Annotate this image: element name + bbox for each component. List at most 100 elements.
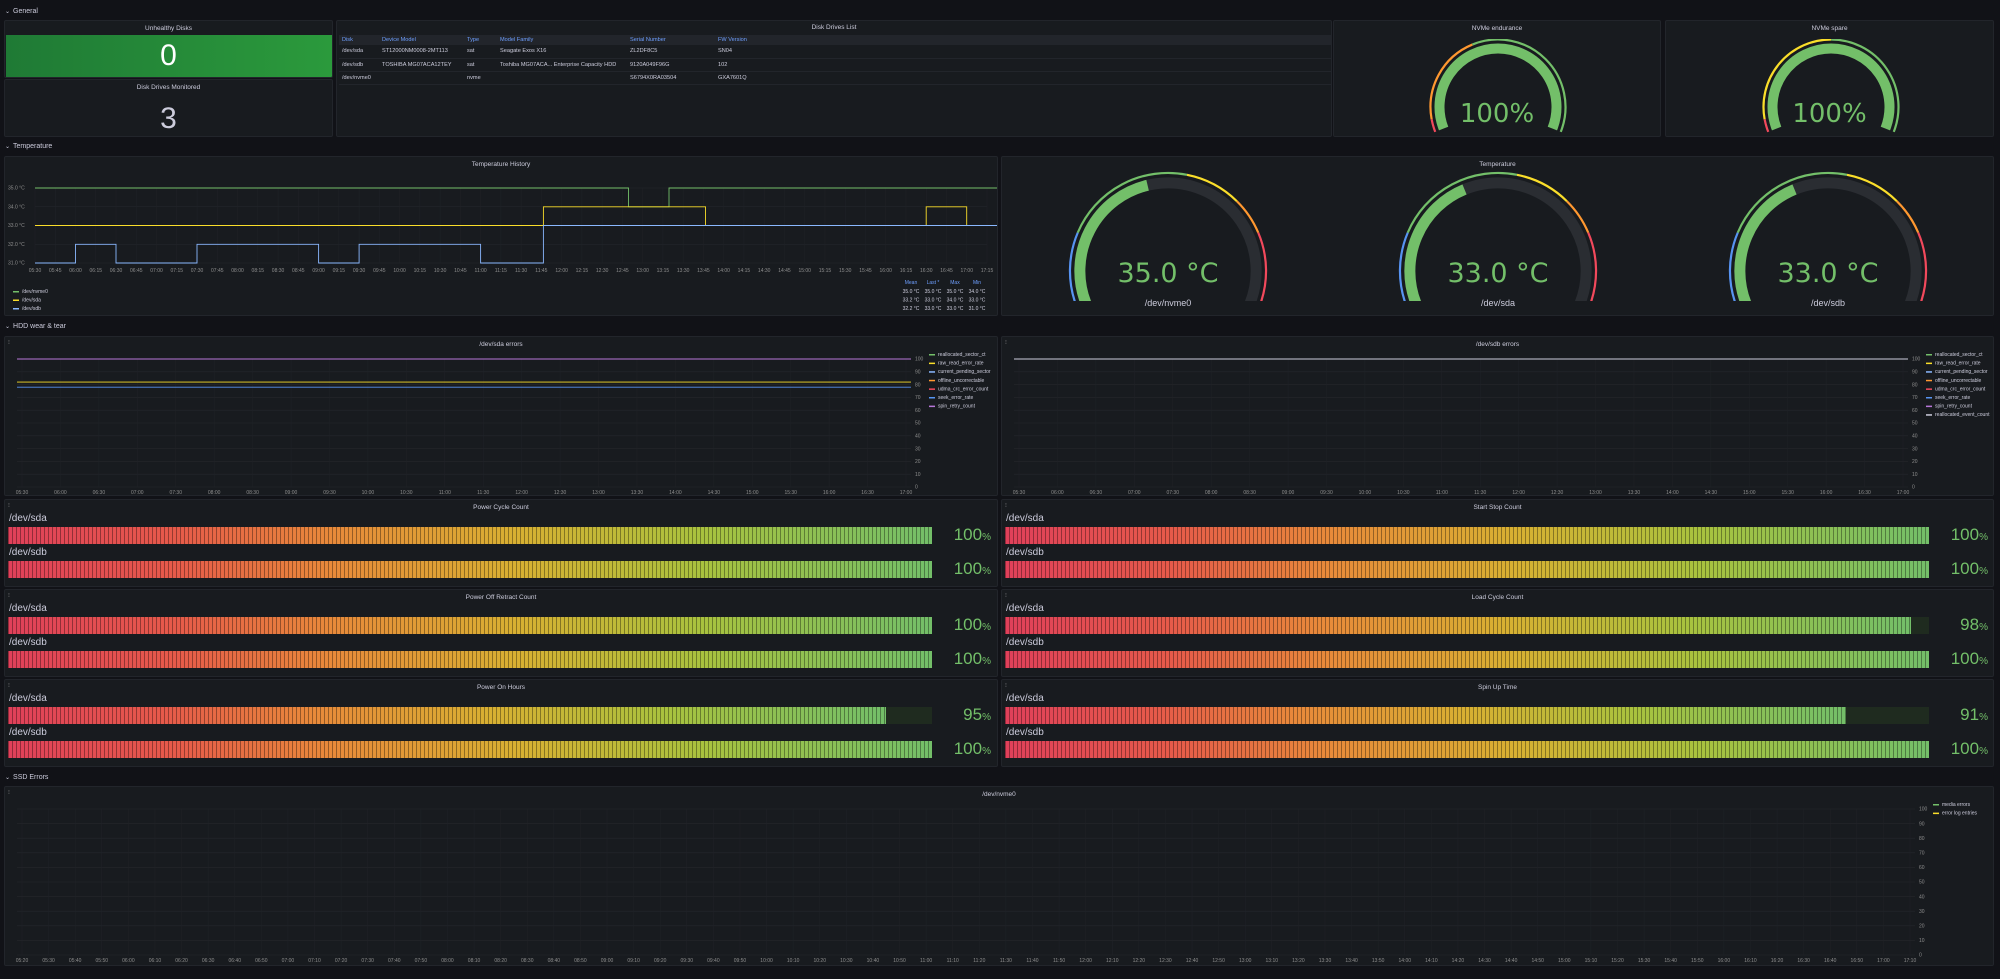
x-tick-label: 05:30 — [1013, 490, 1026, 496]
row-general[interactable]: ⌄ General — [0, 3, 2000, 19]
x-tick-label: 08:00 — [441, 958, 454, 964]
legend-swatch — [1926, 354, 1932, 356]
x-tick-label: 12:00 — [555, 268, 568, 274]
x-tick-label: 12:40 — [1186, 958, 1199, 964]
y-tick-label: 34.0 °C — [8, 204, 25, 210]
panel-title: Load Cycle Count — [1471, 594, 1524, 601]
row-ssd[interactable]: ⌄ SSD Errors — [0, 769, 2000, 785]
bar-value: 100% — [1950, 559, 1988, 578]
panel-menu-icon[interactable]: ⁝ — [1005, 593, 1007, 599]
y-tick-label: 10 — [915, 472, 921, 478]
x-tick-label: 06:00 — [1051, 490, 1064, 496]
column-header[interactable]: FW Version — [715, 35, 1331, 45]
legend-header: Max — [950, 280, 960, 286]
bar-label: /dev/sda — [9, 603, 47, 614]
bar-unit: % — [982, 656, 991, 667]
x-tick-label: 16:00 — [1718, 958, 1731, 964]
row-temperature[interactable]: ⌄ Temperature — [0, 138, 2000, 154]
column-header[interactable]: Device Model — [379, 35, 464, 45]
bar-unit: % — [1979, 746, 1988, 757]
x-tick-label: 12:30 — [554, 490, 567, 496]
bar-label: /dev/sdb — [1006, 727, 1044, 738]
x-tick-label: 13:00 — [1239, 958, 1252, 964]
panel-title: Power On Hours — [476, 684, 526, 691]
table-cell: ST12000NM0008-2MT113 — [379, 45, 464, 59]
y-tick-label: 80 — [1919, 836, 1925, 842]
bar-fill — [1005, 617, 1911, 634]
y-tick-label: 0 — [915, 485, 918, 491]
x-tick-label: 16:30 — [920, 268, 933, 274]
bar-track — [8, 617, 932, 634]
x-tick-label: 10:30 — [434, 268, 447, 274]
panel-menu-icon[interactable]: ⁝ — [8, 340, 10, 346]
panel-menu-icon[interactable]: ⁝ — [8, 593, 10, 599]
legend-label: /dev/sda — [22, 298, 41, 304]
legend-value: 33.0 °C — [969, 298, 986, 304]
x-tick-label: 17:00 — [900, 490, 913, 496]
panel-menu-icon[interactable]: ⁝ — [8, 790, 10, 796]
threshold-arc — [1763, 119, 1770, 133]
x-tick-label: 11:00 — [439, 490, 451, 496]
bar-track — [1005, 651, 1929, 668]
panel-title: NVMe endurance — [1471, 25, 1523, 32]
series-line — [35, 187, 997, 208]
y-tick-label: 10 — [1912, 472, 1918, 478]
column-header[interactable]: Disk — [339, 35, 379, 45]
stat-background — [6, 35, 332, 77]
x-tick-label: 14:30 — [708, 490, 721, 496]
threshold-arc — [1186, 173, 1238, 203]
bar-track — [1005, 617, 1929, 634]
x-tick-label: 13:30 — [631, 490, 644, 496]
table-row: /dev/nvme0 nvme S6794X0RA03504 GXA7601Q — [339, 71, 1331, 85]
legend-label: error log entries — [1942, 811, 1978, 817]
row-hdd[interactable]: ⌄ HDD wear & tear — [0, 318, 2000, 334]
panel-menu-icon[interactable]: ⁝ — [1005, 340, 1007, 346]
panel-title: Power Off Retract Count — [465, 594, 537, 601]
legend-label: udma_crc_error_count — [1935, 386, 1986, 392]
column-header[interactable]: Model Family — [497, 35, 627, 45]
y-tick-label: 60 — [1912, 408, 1918, 414]
panel-title: NVMe spare — [1811, 25, 1848, 32]
x-tick-label: 11:00 — [1436, 490, 1448, 496]
x-tick-label: 16:30 — [861, 490, 874, 496]
legend-label: spin_retry_count — [1935, 404, 1973, 410]
bar-value: 100% — [1950, 739, 1988, 758]
gauge-fill — [1767, 43, 1895, 131]
threshold-arc — [1896, 200, 1920, 234]
bar-unit: % — [982, 566, 991, 577]
panel-menu-icon[interactable]: ⁝ — [8, 503, 10, 509]
nvme-spare-panel: NVMe spare 100% — [1665, 20, 1994, 137]
x-tick-label: 16:40 — [1824, 958, 1837, 964]
x-tick-label: 09:00 — [601, 958, 614, 964]
temperature-history-chart: 35.0 °C 34.0 °C 33.0 °C 32.0 °C 31.0 °C 05:30… — [8, 186, 997, 312]
panel-menu-icon[interactable]: ⁝ — [1005, 683, 1007, 689]
y-tick-label: 50 — [1912, 421, 1918, 427]
x-tick-label: 10:40 — [867, 958, 880, 964]
bar-label: /dev/sda — [1006, 513, 1044, 524]
x-tick-label: 13:10 — [1266, 958, 1279, 964]
x-tick-label: 08:30 — [272, 268, 285, 274]
x-tick-label: 08:40 — [548, 958, 561, 964]
gauge-fill — [1434, 43, 1562, 131]
x-tick-label: 08:00 — [208, 490, 221, 496]
panel-menu-icon[interactable]: ⁝ — [1005, 503, 1007, 509]
gauge-label: /dev/sdb — [1810, 298, 1846, 308]
x-tick-label: 10:00 — [1359, 490, 1372, 496]
bargauge-panel: ⁝ Start Stop Count/dev/sda 100% /dev/sdb 100… — [1001, 499, 1994, 587]
column-header[interactable]: Serial Number — [627, 35, 715, 45]
x-tick-label: 12:00 — [1079, 958, 1092, 964]
bar-unit: % — [1979, 656, 1988, 667]
panel-menu-icon[interactable]: ⁝ — [8, 683, 10, 689]
bar-value: 100% — [953, 615, 991, 634]
x-tick-label: 14:20 — [1452, 958, 1465, 964]
x-tick-label: 13:45 — [697, 268, 710, 274]
y-tick-label: 60 — [1919, 865, 1925, 871]
x-tick-label: 13:15 — [657, 268, 670, 274]
x-tick-label: 14:00 — [1666, 490, 1679, 496]
column-header[interactable]: Type — [464, 35, 497, 45]
table-cell: GXA7601Q — [715, 71, 1331, 85]
threshold-arc — [1566, 200, 1590, 234]
x-tick-label: 12:30 — [1551, 490, 1564, 496]
table-cell: sat — [464, 58, 497, 72]
